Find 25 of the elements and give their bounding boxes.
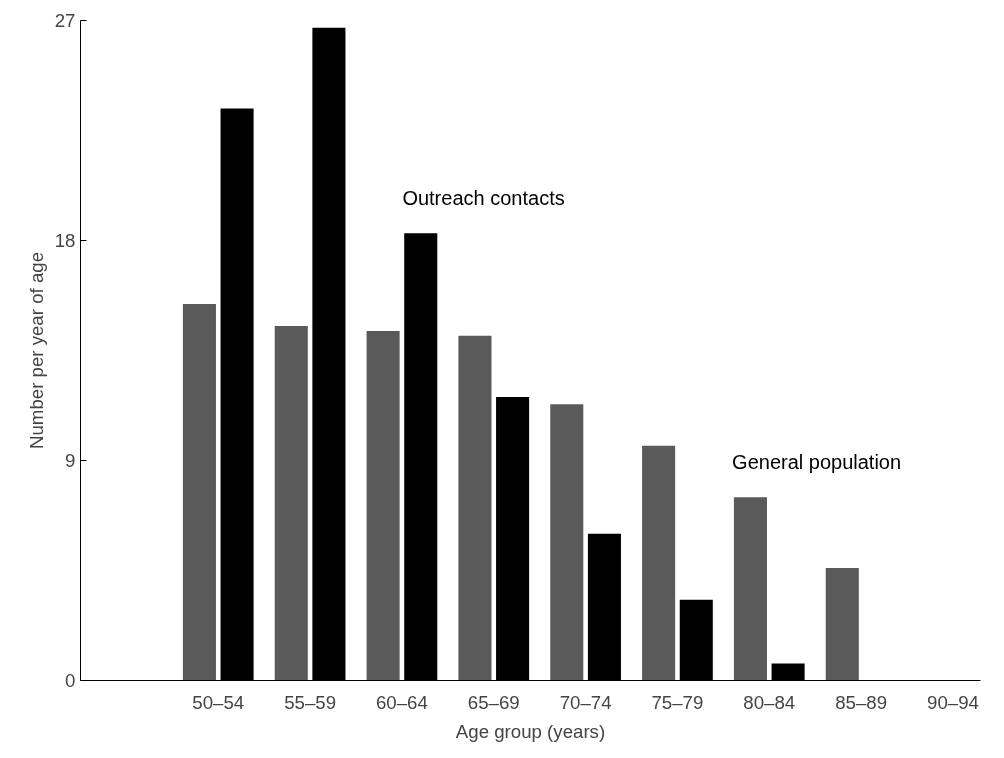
x-tick-label: 65–69 xyxy=(467,691,520,713)
x-tick-label: 80–84 xyxy=(743,691,796,713)
bar xyxy=(366,330,400,681)
bar xyxy=(550,404,584,681)
y-tick-label: 0 xyxy=(65,670,76,691)
x-tick-label: 50–54 xyxy=(192,691,245,713)
x-tick-label: 90–94 xyxy=(927,691,979,713)
y-tick-label: 18 xyxy=(54,230,76,251)
x-tick-label: 55–59 xyxy=(284,691,337,713)
y-tick-label: 9 xyxy=(65,450,76,471)
bar xyxy=(642,445,676,681)
bar xyxy=(733,497,767,681)
bar xyxy=(274,326,308,681)
bar xyxy=(825,568,859,681)
bar xyxy=(182,304,216,681)
bar xyxy=(458,335,492,681)
series-label: General population xyxy=(732,450,902,473)
y-tick-label: 27 xyxy=(54,10,76,31)
x-tick-label: 75–79 xyxy=(651,691,704,713)
y-axis-title: Number per year of age xyxy=(25,251,47,450)
x-tick-label: 85–89 xyxy=(835,691,888,713)
series-label: Outreach contacts xyxy=(402,186,565,209)
x-tick-label: 70–74 xyxy=(559,691,612,713)
x-tick-label: 60–64 xyxy=(375,691,428,713)
x-axis-title: Age group (years) xyxy=(455,720,606,742)
